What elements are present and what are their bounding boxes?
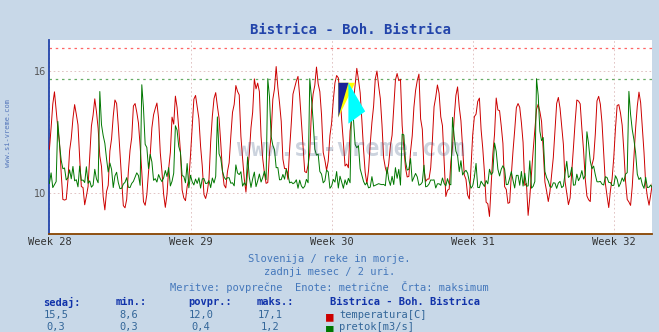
Text: sedaj:: sedaj: [43,297,80,308]
Text: min.:: min.: [115,297,146,307]
Text: Slovenija / reke in morje.: Slovenija / reke in morje. [248,254,411,264]
Text: ■: ■ [326,322,333,332]
Text: maks.:: maks.: [257,297,295,307]
Title: Bistrica - Boh. Bistrica: Bistrica - Boh. Bistrica [250,23,451,37]
Text: temperatura[C]: temperatura[C] [339,310,427,320]
Text: www.si-vreme.com: www.si-vreme.com [5,99,11,167]
Text: pretok[m3/s]: pretok[m3/s] [339,322,415,332]
Text: 0,3: 0,3 [47,322,65,332]
Text: www.si-vreme.com: www.si-vreme.com [237,136,465,161]
Polygon shape [338,83,355,118]
Text: 1,2: 1,2 [261,322,279,332]
Text: Bistrica - Boh. Bistrica: Bistrica - Boh. Bistrica [330,297,480,307]
Text: 0,4: 0,4 [192,322,210,332]
Polygon shape [349,83,365,124]
Text: 17,1: 17,1 [258,310,283,320]
Text: ■: ■ [326,310,333,323]
Text: 15,5: 15,5 [43,310,69,320]
Polygon shape [338,83,349,118]
Text: zadnji mesec / 2 uri.: zadnji mesec / 2 uri. [264,267,395,277]
Text: 12,0: 12,0 [188,310,214,320]
Text: Meritve: povprečne  Enote: metrične  Črta: maksimum: Meritve: povprečne Enote: metrične Črta:… [170,281,489,292]
Text: 0,3: 0,3 [119,322,138,332]
Text: povpr.:: povpr.: [188,297,231,307]
Text: 8,6: 8,6 [119,310,138,320]
